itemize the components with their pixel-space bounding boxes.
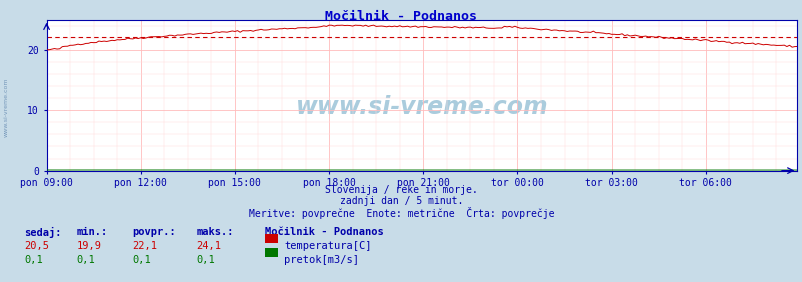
Text: min.:: min.: bbox=[76, 227, 107, 237]
Text: Meritve: povprečne  Enote: metrične  Črta: povprečje: Meritve: povprečne Enote: metrične Črta:… bbox=[249, 207, 553, 219]
Text: temperatura[C]: temperatura[C] bbox=[284, 241, 371, 251]
Text: 0,1: 0,1 bbox=[132, 255, 151, 265]
Text: zadnji dan / 5 minut.: zadnji dan / 5 minut. bbox=[339, 196, 463, 206]
Text: Močilnik - Podnanos: Močilnik - Podnanos bbox=[265, 227, 383, 237]
Text: 0,1: 0,1 bbox=[24, 255, 43, 265]
Text: Slovenija / reke in morje.: Slovenija / reke in morje. bbox=[325, 185, 477, 195]
Text: www.si-vreme.com: www.si-vreme.com bbox=[4, 78, 9, 137]
Text: 0,1: 0,1 bbox=[76, 255, 95, 265]
Text: maks.:: maks.: bbox=[196, 227, 234, 237]
Text: povpr.:: povpr.: bbox=[132, 227, 176, 237]
Text: 20,5: 20,5 bbox=[24, 241, 49, 251]
Text: www.si-vreme.com: www.si-vreme.com bbox=[295, 95, 548, 119]
Text: Močilnik - Podnanos: Močilnik - Podnanos bbox=[325, 10, 477, 23]
Text: sedaj:: sedaj: bbox=[24, 227, 62, 238]
Text: 22,1: 22,1 bbox=[132, 241, 157, 251]
Text: pretok[m3/s]: pretok[m3/s] bbox=[284, 255, 358, 265]
Text: 19,9: 19,9 bbox=[76, 241, 101, 251]
Text: 24,1: 24,1 bbox=[196, 241, 221, 251]
Text: 0,1: 0,1 bbox=[196, 255, 215, 265]
